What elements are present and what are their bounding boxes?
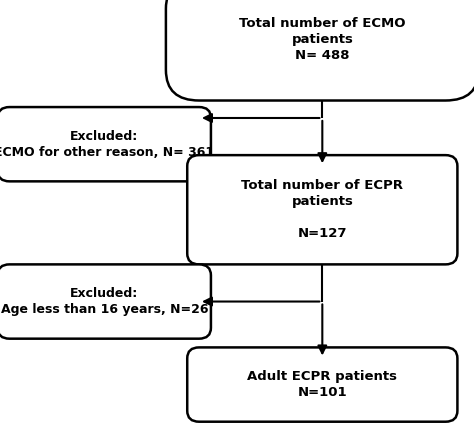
Text: Excluded:
Age less than 16 years, N=26: Excluded: Age less than 16 years, N=26 (0, 287, 208, 316)
FancyBboxPatch shape (0, 107, 211, 181)
Text: Excluded:
ECMO for other reason, N= 361: Excluded: ECMO for other reason, N= 361 (0, 130, 214, 159)
FancyBboxPatch shape (187, 155, 457, 264)
Text: Total number of ECMO
patients
N= 488: Total number of ECMO patients N= 488 (239, 17, 406, 62)
FancyBboxPatch shape (166, 0, 474, 101)
FancyBboxPatch shape (0, 264, 211, 339)
Text: Adult ECPR patients
N=101: Adult ECPR patients N=101 (247, 370, 397, 399)
FancyBboxPatch shape (187, 347, 457, 422)
Text: Total number of ECPR
patients

N=127: Total number of ECPR patients N=127 (241, 179, 403, 240)
